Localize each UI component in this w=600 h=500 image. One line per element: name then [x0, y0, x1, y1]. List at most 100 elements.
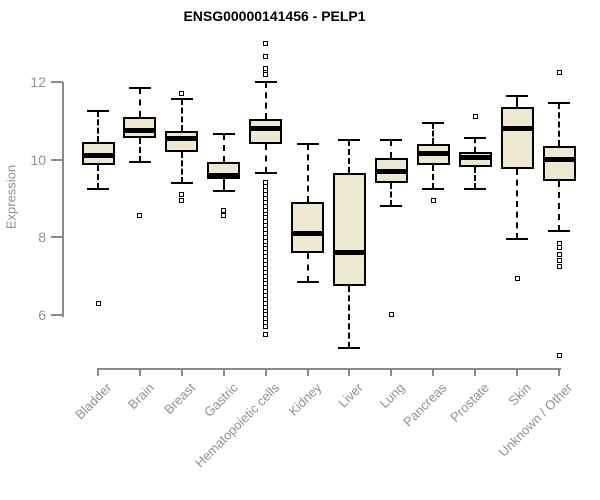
- lower-whisker-cap-gastric: [212, 189, 235, 192]
- x-category-label-liver: Liver: [335, 380, 367, 411]
- lower-whisker-cap-brain: [128, 160, 151, 163]
- upper-whisker-cap-liver: [338, 139, 361, 142]
- upper-whisker-cap-lung: [380, 139, 403, 142]
- x-tick-mark: [264, 368, 267, 376]
- lower-whisker-lung: [390, 182, 393, 207]
- x-tick-mark: [432, 368, 435, 376]
- x-tick-mark: [516, 368, 519, 376]
- x-tick-mark: [306, 368, 309, 376]
- lower-whisker-cap-pancreas: [422, 187, 445, 190]
- median-line-skin: [500, 126, 534, 132]
- x-category-label-breast: Breast: [161, 380, 199, 418]
- lower-whisker-breast: [180, 151, 183, 183]
- upper-whisker-cap-pancreas: [422, 121, 445, 124]
- upper-whisker-liver: [348, 140, 351, 174]
- lower-whisker-skin: [516, 169, 519, 240]
- lower-whisker-brain: [138, 138, 141, 162]
- outlier-point-pancreas: [430, 197, 436, 203]
- lower-whisker-kidney: [306, 252, 309, 282]
- chart-title: ENSG00000141456 - PELP1: [183, 8, 366, 24]
- outlier-point-prostate: [472, 114, 478, 120]
- outlier-point-hematopoietic-cells: [263, 54, 269, 60]
- x-tick-mark: [180, 368, 183, 376]
- lower-whisker-cap-breast: [170, 181, 193, 184]
- median-line-breast: [165, 135, 199, 141]
- upper-whisker-pancreas: [432, 122, 435, 145]
- lower-whisker-prostate: [474, 167, 477, 189]
- upper-whisker-cap-breast: [170, 98, 193, 101]
- upper-whisker-unknown-other: [558, 103, 560, 147]
- upper-whisker-kidney: [306, 144, 309, 203]
- outlier-point-hematopoietic-cells: [263, 40, 269, 46]
- upper-whisker-cap-gastric: [212, 133, 235, 136]
- upper-whisker-cap-bladder: [87, 110, 109, 113]
- y-tick-mark: [51, 158, 63, 161]
- y-tick-label: 8: [38, 229, 46, 246]
- median-line-kidney: [291, 230, 325, 236]
- lower-whisker-cap-bladder: [87, 187, 109, 190]
- lower-whisker-cap-prostate: [464, 187, 487, 190]
- median-line-unknown-other: [542, 157, 576, 163]
- y-tick-label: 12: [30, 74, 46, 90]
- x-category-label-skin: Skin: [505, 380, 534, 409]
- x-category-label-kidney: Kidney: [285, 380, 325, 419]
- lower-whisker-hematopoietic-cells: [264, 144, 267, 174]
- upper-whisker-hematopoietic-cells: [264, 82, 267, 119]
- y-tick-mark: [51, 313, 63, 316]
- outlier-point-hematopoietic-cells: [263, 71, 269, 77]
- outlier-point-breast: [179, 192, 185, 198]
- box-hematopoietic-cells: [249, 118, 283, 145]
- upper-whisker-cap-unknown-other: [548, 102, 570, 105]
- upper-whisker-cap-kidney: [296, 143, 319, 146]
- x-axis-line: [97, 368, 561, 370]
- outlier-point-skin: [514, 275, 520, 281]
- lower-whisker-cap-lung: [380, 205, 403, 208]
- x-category-label-lung: Lung: [376, 380, 408, 412]
- x-category-label-gastric: Gastric: [200, 380, 241, 420]
- y-tick-mark: [51, 236, 63, 239]
- upper-whisker-lung: [390, 140, 393, 158]
- upper-whisker-bladder: [97, 111, 99, 143]
- upper-whisker-prostate: [474, 138, 477, 152]
- outlier-point-unknown-other: [556, 263, 562, 269]
- outlier-point-unknown-other: [556, 258, 562, 264]
- y-tick-label: 6: [38, 306, 46, 323]
- upper-whisker-brain: [138, 87, 141, 117]
- upper-whisker-skin: [516, 95, 519, 108]
- x-tick-mark: [474, 368, 477, 376]
- x-tick-mark: [558, 368, 560, 376]
- upper-whisker-cap-skin: [506, 94, 529, 97]
- lower-whisker-gastric: [222, 179, 225, 191]
- outlier-point-unknown-other: [556, 252, 562, 258]
- median-line-liver: [332, 250, 366, 256]
- outlier-point-hematopoietic-cells: [263, 331, 269, 337]
- outlier-point-gastric: [221, 207, 227, 213]
- upper-whisker-cap-prostate: [464, 137, 487, 140]
- upper-whisker-cap-brain: [128, 86, 151, 89]
- lower-whisker-cap-unknown-other: [548, 230, 570, 233]
- box-kidney: [291, 202, 325, 253]
- outlier-point-hematopoietic-cells: [263, 324, 269, 330]
- box-liver: [332, 173, 366, 286]
- x-category-label-bladder: Bladder: [72, 380, 115, 423]
- median-line-lung: [374, 168, 408, 174]
- lower-whisker-cap-skin: [506, 238, 529, 241]
- outlier-point-unknown-other: [556, 69, 562, 75]
- median-line-hematopoietic-cells: [249, 126, 283, 132]
- x-tick-mark: [222, 368, 225, 376]
- median-line-prostate: [458, 155, 492, 161]
- lower-whisker-liver: [348, 285, 351, 348]
- lower-whisker-bladder: [97, 165, 99, 189]
- lower-whisker-cap-kidney: [296, 280, 319, 283]
- y-tick-label: 10: [30, 151, 46, 168]
- outlier-point-bladder: [95, 300, 101, 306]
- y-tick-mark: [51, 81, 63, 83]
- outlier-point-gastric: [221, 213, 227, 219]
- x-category-label-brain: Brain: [124, 380, 157, 413]
- x-category-label-prostate: Prostate: [446, 380, 492, 425]
- outlier-point-breast: [179, 197, 185, 203]
- lower-whisker-cap-hematopoietic-cells: [254, 172, 277, 175]
- box-breast: [165, 130, 199, 152]
